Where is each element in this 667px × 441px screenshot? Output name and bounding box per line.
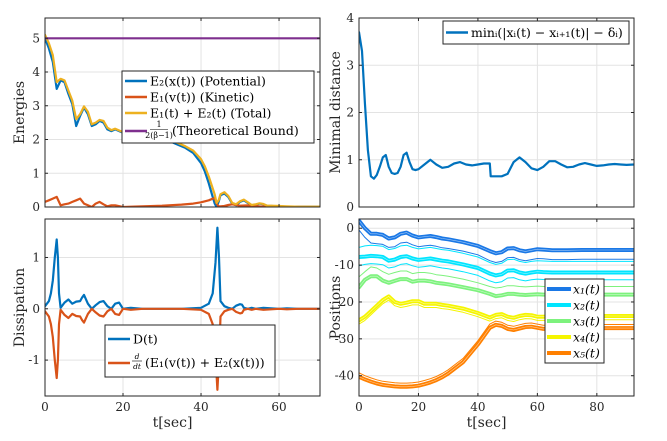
x-tick-label: 0 (355, 400, 363, 414)
y-axis-label: Positions (328, 276, 344, 340)
legend-label-x5: x₅(t) (573, 346, 600, 361)
y-tick-label: 5 (32, 31, 40, 45)
y-tick-label: 0 (32, 302, 40, 316)
series-line-core (359, 255, 634, 276)
x-tick-label: 40 (470, 400, 485, 414)
panel-minimal-distance: 0 1 2 3 4 Minimal distance (328, 11, 635, 214)
y-tick-label: 1 (32, 250, 40, 264)
x-tick-label: 40 (193, 400, 208, 414)
legend-label-d: D(t) (133, 332, 158, 347)
y-tick-label: 0 (346, 200, 354, 214)
y-tick-label: -30 (335, 332, 354, 346)
legend-fraction-denominator: 2(β−1) (145, 131, 173, 140)
x-axis-label: t[sec] (467, 415, 507, 431)
y-tick-label: 1 (32, 166, 40, 180)
y-tick-label: 2 (346, 106, 354, 120)
series-line-energies-2 (45, 33, 320, 207)
y-axis-label: Energies (12, 81, 28, 144)
series-group (45, 33, 320, 207)
y-axis-label: Dissipation (12, 268, 28, 347)
y-tick-label: -40 (335, 369, 354, 383)
series-group (359, 31, 634, 180)
legend-box (442, 20, 630, 45)
y-tick-label: 0 (32, 200, 40, 214)
y-tick-label: -20 (335, 295, 354, 309)
y-tick-label: 4 (32, 65, 40, 79)
legend-label-total: E₁(t) + E₂(t) (Total) (150, 106, 271, 121)
legend-label-x2: x₂(t) (573, 298, 600, 313)
legend-label-kinetic: E₁(v(t)) (Kinetic) (150, 90, 254, 105)
x-axis-label: t[sec] (153, 415, 193, 431)
legend-box (121, 70, 315, 144)
y-tick-label: 2 (32, 133, 40, 147)
x-tick-label: 80 (589, 400, 604, 414)
legend-energies: E₂(x(t)) (Potential)E₁(v(t)) (Kinetic)E₁… (121, 70, 315, 144)
series-line-positions-1 (359, 229, 634, 263)
y-tick-label: 4 (346, 11, 354, 25)
x-tick-label: 0 (41, 400, 49, 414)
series-line-dissipation-1 (45, 307, 320, 391)
legend-label-potential: E₂(x(t)) (Potential) (150, 74, 266, 89)
x-tick-label: 20 (411, 400, 426, 414)
legend-label-bound: (Theoretical Bound) (172, 123, 299, 138)
series-line-core (359, 220, 634, 254)
legend-label-min-distance: minᵢ(|xᵢ(t) − xᵢ₊₁(t)| − δᵢ) (471, 25, 623, 40)
panel-positions: 0 20 40 60 80 -40 -30 -20 -10 0 Positions t[sec] (328, 218, 635, 431)
series-line-energies-1 (45, 195, 320, 207)
axes-frame (44, 218, 321, 397)
series-line-positions-3 (359, 244, 634, 265)
legend-box (104, 324, 276, 378)
y-tick-label: -10 (335, 258, 354, 272)
y-tick-label: 1 (346, 153, 354, 167)
y-tick-label: 3 (346, 58, 354, 72)
y-tick-label: 3 (32, 99, 40, 113)
series-group (45, 226, 320, 391)
y-tick-label: -1 (28, 353, 40, 367)
legend-label-x3: x₃(t) (573, 314, 600, 329)
legend-label-derivative: (E₁(v(t)) + E₂(x(t))) (145, 355, 265, 370)
y-tick-label: 0 (346, 221, 354, 235)
x-tick-label: 60 (271, 400, 286, 414)
series-line-dissipation-0 (45, 226, 320, 310)
legend-positions: x₁(t)x₂(t)x₃(t)x₄(t)x₅(t) (544, 278, 605, 364)
legend-label-x4: x₄(t) (573, 330, 600, 345)
y-axis-label: Minimal distance (328, 51, 344, 174)
legend-derivative-numerator: d (135, 352, 140, 361)
axes-frame (358, 218, 635, 397)
legend-dissipation: D(t) ddt (E₁(v(t)) + E₂(x(t))) (104, 324, 276, 378)
series-line-minimal-distance-0 (359, 31, 634, 180)
legend-derivative-denominator: dt (133, 362, 142, 371)
x-tick-label: 20 (115, 400, 130, 414)
legend-label-x1: x₁(t) (573, 282, 600, 297)
x-tick-label: 60 (530, 400, 545, 414)
legend-minimal-distance: minᵢ(|xᵢ(t) − xᵢ₊₁(t)| − δᵢ) (442, 20, 630, 45)
legend-fraction-numerator: 1 (156, 120, 161, 129)
axes-frame (44, 17, 321, 208)
